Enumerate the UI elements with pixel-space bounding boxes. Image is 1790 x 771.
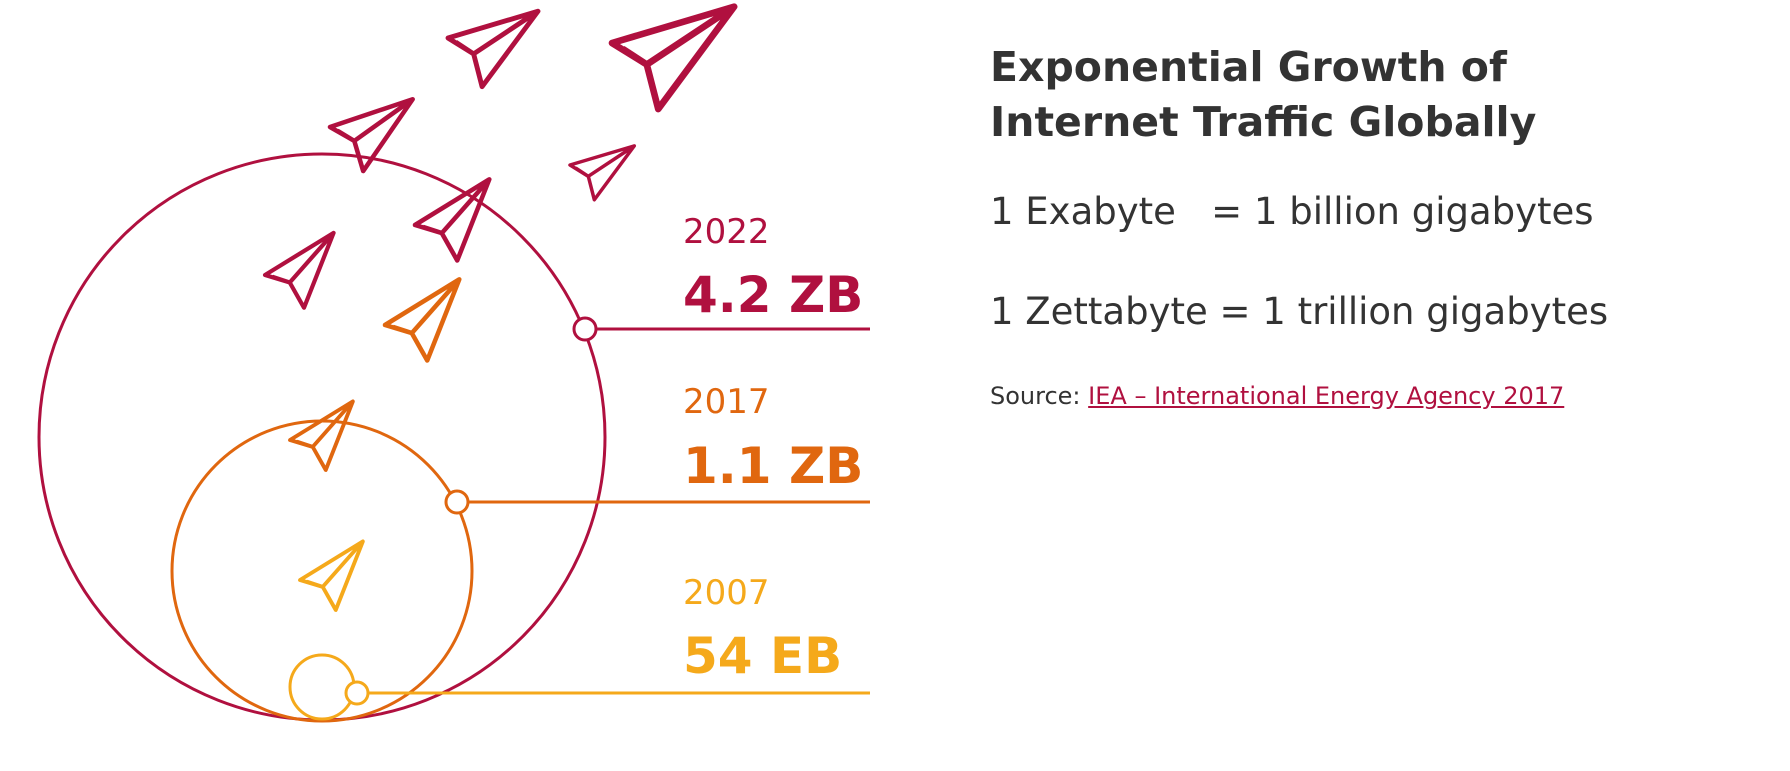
bubble-2007	[288, 653, 356, 721]
marker-2022	[572, 316, 598, 342]
paper-plane-icon	[295, 539, 371, 615]
value-label-2007: 54 EB	[683, 627, 842, 685]
zettabyte-definition: 1 Zettabyte = 1 trillion gigabytes	[990, 290, 1609, 333]
source-link[interactable]: IEA – International Energy Agency 2017	[1088, 382, 1565, 410]
year-label-2022: 2022	[683, 212, 770, 252]
paper-plane-icon	[382, 279, 467, 364]
paper-plane-icon	[412, 179, 497, 264]
source-line: Source: IEA – International Energy Agenc…	[990, 382, 1564, 410]
paper-plane-icon	[285, 399, 361, 475]
year-label-2007: 2007	[683, 573, 770, 613]
source-label: Source:	[990, 382, 1089, 410]
paper-plane-icon	[441, 0, 538, 94]
paper-plane-icon	[262, 233, 340, 311]
page-title: Exponential Growth of Internet Traffic G…	[990, 43, 1537, 146]
traffic-growth-figure: 2022 4.2 ZB 2017 1.1 ZB 2007 54 EB	[37, 0, 870, 723]
value-label-2017: 1.1 ZB	[683, 437, 863, 495]
year-label-2017: 2017	[683, 382, 770, 422]
paper-plane-icon	[563, 133, 637, 207]
marker-2017	[444, 489, 470, 515]
paper-plane-icon	[602, 0, 734, 119]
value-label-2022: 4.2 ZB	[683, 266, 863, 324]
info-panel: Exponential Growth of Internet Traffic G…	[990, 40, 1750, 410]
marker-2007	[344, 680, 370, 706]
exabyte-definition: 1 Exabyte = 1 billion gigabytes	[990, 190, 1594, 233]
